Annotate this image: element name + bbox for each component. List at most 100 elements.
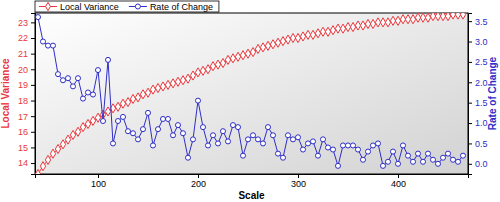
legend-item: Local Variance — [39, 2, 119, 12]
marker — [195, 98, 200, 103]
marker — [140, 127, 145, 132]
x-axis-title: Scale — [238, 190, 265, 201]
marker — [160, 116, 165, 121]
marker — [460, 153, 465, 158]
marker — [320, 137, 325, 142]
tick-label: 0.5 — [475, 139, 488, 149]
marker — [200, 125, 205, 130]
marker — [95, 68, 100, 73]
marker — [270, 40, 275, 49]
tick-label: 15 — [18, 143, 28, 153]
tick-mark — [31, 54, 35, 55]
tick-label: 3.0 — [475, 37, 488, 47]
marker — [110, 141, 115, 146]
tick-label: 23 — [18, 18, 28, 28]
tick-label: 2.5 — [475, 57, 488, 67]
marker — [385, 159, 390, 164]
tick-mark — [31, 132, 35, 133]
plot: 100200300400141516171819202122230.00.51.… — [18, 10, 488, 189]
marker — [275, 38, 280, 47]
tick: 100 — [91, 174, 106, 189]
tick: 14 — [18, 158, 35, 168]
marker — [460, 13, 465, 19]
marker — [260, 141, 265, 146]
tick-mark — [468, 82, 472, 83]
marker — [395, 16, 400, 25]
marker — [355, 147, 360, 152]
tick-mark — [31, 69, 35, 70]
data-layer — [35, 13, 465, 174]
marker — [330, 26, 335, 35]
marker — [255, 137, 260, 142]
series-line — [38, 17, 463, 166]
marker — [205, 143, 210, 148]
marker — [50, 43, 55, 48]
marker — [295, 135, 300, 140]
tick-label: 1.5 — [475, 98, 488, 108]
tick: 20 — [18, 65, 35, 75]
tick: 3.0 — [468, 37, 488, 47]
marker — [55, 144, 60, 153]
marker — [330, 147, 335, 152]
marker — [390, 149, 395, 154]
tick: 16 — [18, 127, 35, 137]
marker — [250, 133, 255, 138]
marker — [380, 163, 385, 168]
marker — [165, 116, 170, 121]
tick: 15 — [18, 143, 35, 153]
legend-box — [35, 1, 219, 12]
tick: 2.5 — [468, 57, 488, 67]
tick-mark — [31, 101, 35, 102]
marker — [375, 141, 380, 146]
marker — [145, 110, 150, 115]
marker — [160, 82, 165, 91]
tick-label: 16 — [18, 127, 28, 137]
marker — [455, 159, 460, 164]
series-line — [38, 15, 463, 174]
marker — [405, 153, 410, 158]
marker — [215, 141, 220, 146]
tick: 23 — [18, 18, 35, 28]
marker — [75, 76, 80, 81]
tick-label: 22 — [18, 33, 28, 43]
tick-label: 21 — [18, 49, 28, 59]
marker — [155, 83, 160, 92]
marker — [315, 153, 320, 158]
marker — [350, 23, 355, 32]
marker — [325, 27, 330, 36]
tick: 0.0 — [468, 159, 488, 169]
marker — [150, 143, 155, 148]
marker — [265, 41, 270, 50]
marker — [315, 29, 320, 38]
marker — [410, 159, 415, 164]
marker — [450, 13, 455, 19]
marker — [335, 163, 340, 168]
marker — [305, 141, 310, 146]
tick: 22 — [18, 33, 35, 43]
tick-label: 20 — [18, 65, 28, 75]
marker — [70, 84, 75, 89]
marker — [140, 90, 145, 99]
marker — [225, 55, 230, 64]
marker — [220, 129, 225, 134]
marker — [180, 76, 185, 85]
marker — [420, 159, 425, 164]
marker — [175, 77, 180, 86]
tick-mark — [468, 62, 472, 63]
marker — [230, 54, 235, 63]
tick: 2.0 — [468, 78, 488, 88]
marker — [365, 149, 370, 154]
marker — [200, 66, 205, 75]
tick-label: 0.0 — [475, 159, 488, 169]
x-axis-line — [36, 175, 469, 179]
marker — [175, 123, 180, 128]
marker — [115, 118, 120, 123]
tick-label: 18 — [18, 96, 28, 106]
tick-label: 200 — [191, 179, 206, 189]
tick-mark — [31, 116, 35, 117]
tick-label: 19 — [18, 80, 28, 90]
marker — [35, 169, 40, 174]
marker — [120, 99, 125, 108]
marker — [370, 143, 375, 148]
tick-mark — [468, 42, 472, 43]
